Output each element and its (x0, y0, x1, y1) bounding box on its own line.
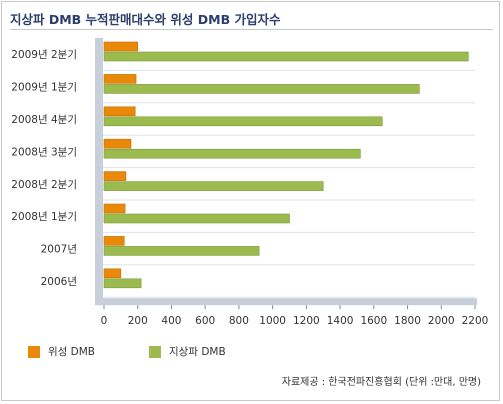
y-axis-strip (95, 38, 103, 306)
x-tick-label: 1600 (360, 315, 387, 327)
bar-satellite (103, 171, 127, 181)
category-label: 2008년 3분기 (11, 146, 77, 158)
row-background (103, 265, 475, 297)
legend-item-terrestrial: 지상파 DMB (149, 344, 226, 359)
category-label: 2006년 (41, 276, 77, 288)
bar-terrestrial (103, 213, 290, 224)
category-label: 2007년 (41, 244, 77, 256)
bar-satellite (103, 203, 126, 214)
bar-satellite (103, 41, 139, 52)
x-tick-label: 1800 (394, 315, 421, 327)
x-tick-label: 1400 (327, 315, 354, 327)
x-tick-label: 200 (128, 315, 148, 327)
bar-terrestrial (103, 51, 469, 62)
bar-satellite (103, 74, 137, 84)
x-tick-label: 800 (229, 315, 249, 327)
category-label: 2008년 4분기 (11, 114, 77, 126)
title-divider (10, 29, 493, 30)
category-label: 2008년 2분기 (11, 179, 77, 191)
x-tick-label: 2000 (428, 315, 455, 327)
bar-terrestrial (103, 278, 142, 289)
bar-terrestrial (103, 246, 260, 256)
category-label: 2008년 1분기 (11, 211, 77, 223)
x-tick-label: 600 (195, 315, 215, 327)
bar-satellite (103, 138, 132, 149)
x-tick-label: 1000 (259, 315, 286, 327)
bar-satellite (103, 268, 122, 279)
legend-label-satellite: 위성 DMB (48, 346, 96, 358)
legend-swatch-terrestrial (149, 345, 162, 358)
bar-terrestrial (103, 181, 324, 191)
bar-terrestrial (103, 148, 361, 159)
source-note: 자료제공 : 한국전파진흥협회 (단위 :만대, 만명) (281, 377, 481, 388)
bar-satellite (103, 236, 125, 246)
bar-satellite (103, 106, 136, 117)
x-tick-label: 0 (101, 315, 108, 327)
x-tick-label: 400 (161, 315, 181, 327)
legend-swatch-satellite (28, 345, 40, 358)
x-tick-label: 2200 (462, 315, 489, 327)
legend-item-satellite: 위성 DMB (28, 344, 95, 359)
chart-title: 지상파 DMB 누적판매대수와 위성 DMB 가입자수 (10, 12, 281, 27)
x-tick-label: 1200 (293, 315, 320, 327)
legend-label-terrestrial: 지상파 DMB (169, 346, 226, 358)
bar-terrestrial (103, 84, 420, 94)
legend: 위성 DMB 지상파 DMB (28, 344, 280, 359)
category-label: 2009년 2분기 (11, 49, 77, 61)
bar-terrestrial (103, 116, 383, 127)
category-label: 2009년 1분기 (11, 82, 77, 94)
x-axis-strip (95, 298, 477, 306)
